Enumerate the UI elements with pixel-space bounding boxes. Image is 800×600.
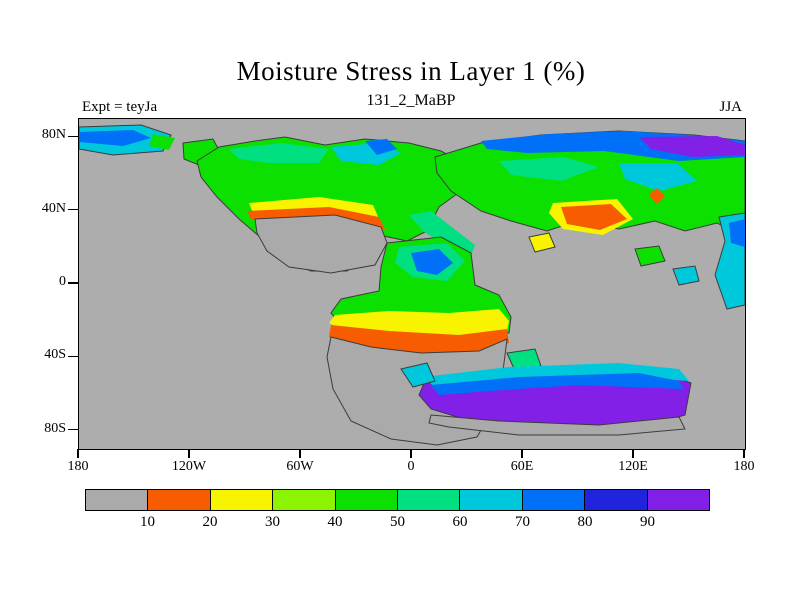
y-tick-mark	[68, 135, 78, 138]
map-region	[634, 245, 666, 267]
colorbar-label: 70	[515, 514, 530, 530]
map-region	[561, 204, 627, 230]
figure-subtitle: 131_2_MaBP	[366, 92, 456, 109]
map-region	[365, 139, 397, 155]
colorbar-label: 40	[327, 514, 343, 530]
x-tick-mark	[521, 449, 523, 458]
map-region	[423, 363, 689, 387]
colorbar-segment	[210, 490, 274, 510]
map-region	[229, 143, 329, 163]
x-tick-mark	[410, 449, 412, 458]
x-tick-mark	[77, 449, 79, 458]
colorbar-label: 60	[452, 514, 468, 530]
map-region	[619, 163, 697, 191]
x-tick-label: 0	[407, 459, 415, 474]
x-tick-mark	[743, 449, 745, 458]
map-region	[149, 134, 175, 150]
map-region	[528, 232, 556, 253]
x-tick-label: 60E	[510, 459, 534, 474]
colorbar	[85, 489, 710, 511]
colorbar-label: 10	[140, 514, 155, 530]
map-region	[639, 136, 745, 157]
season-annotation: JJA	[719, 99, 742, 115]
colorbar-segment	[273, 490, 336, 510]
y-tick-label: 80N	[41, 127, 66, 143]
x-tick-label: 120E	[618, 459, 648, 474]
x-tick-label: 120W	[171, 459, 207, 474]
map-region	[428, 414, 686, 436]
colorbar-segment	[585, 490, 648, 510]
map-region	[729, 219, 745, 247]
map-region	[254, 214, 388, 274]
y-tick-mark	[68, 208, 78, 211]
map-region	[431, 373, 683, 395]
x-tick-label: 180	[67, 459, 89, 474]
experiment-annotation: Expt = teyJa	[82, 99, 158, 115]
colorbar-segment	[86, 490, 149, 510]
colorbar-segment	[460, 490, 523, 510]
map-region	[411, 249, 453, 275]
contour-map	[79, 124, 745, 446]
x-tick-mark	[299, 449, 301, 458]
y-tick-mark	[68, 355, 78, 358]
colorbar-segment	[148, 490, 211, 510]
colorbar-segment	[522, 490, 586, 510]
map-region	[499, 157, 599, 181]
y-tick-label: 40N	[41, 200, 66, 216]
y-tick-label: 0	[59, 274, 66, 289]
map-region	[400, 362, 436, 388]
colorbar-label: 80	[577, 514, 593, 530]
x-tick-label: 60W	[286, 459, 314, 474]
colorbar-label: 50	[390, 514, 405, 530]
y-tick-label: 80S	[44, 420, 66, 436]
colorbar-segment	[647, 490, 710, 510]
x-tick-mark	[632, 449, 634, 458]
y-tick-mark	[68, 282, 78, 284]
colorbar-label: 30	[265, 514, 280, 530]
y-tick-mark	[68, 428, 78, 431]
colorbar-segment	[398, 490, 461, 510]
map-region	[672, 265, 700, 286]
y-tick-label: 40S	[44, 347, 66, 363]
colorbar-label: 20	[202, 514, 218, 530]
colorbar-label: 90	[640, 514, 655, 530]
figure-title: Moisture Stress in Layer 1 (%)	[236, 56, 586, 86]
x-tick-label: 180	[733, 459, 755, 474]
map-region	[329, 309, 509, 335]
map-region	[649, 188, 665, 204]
plot-frame	[78, 118, 746, 450]
colorbar-segment	[335, 490, 399, 510]
x-tick-mark	[188, 449, 190, 458]
map-region	[79, 130, 151, 146]
